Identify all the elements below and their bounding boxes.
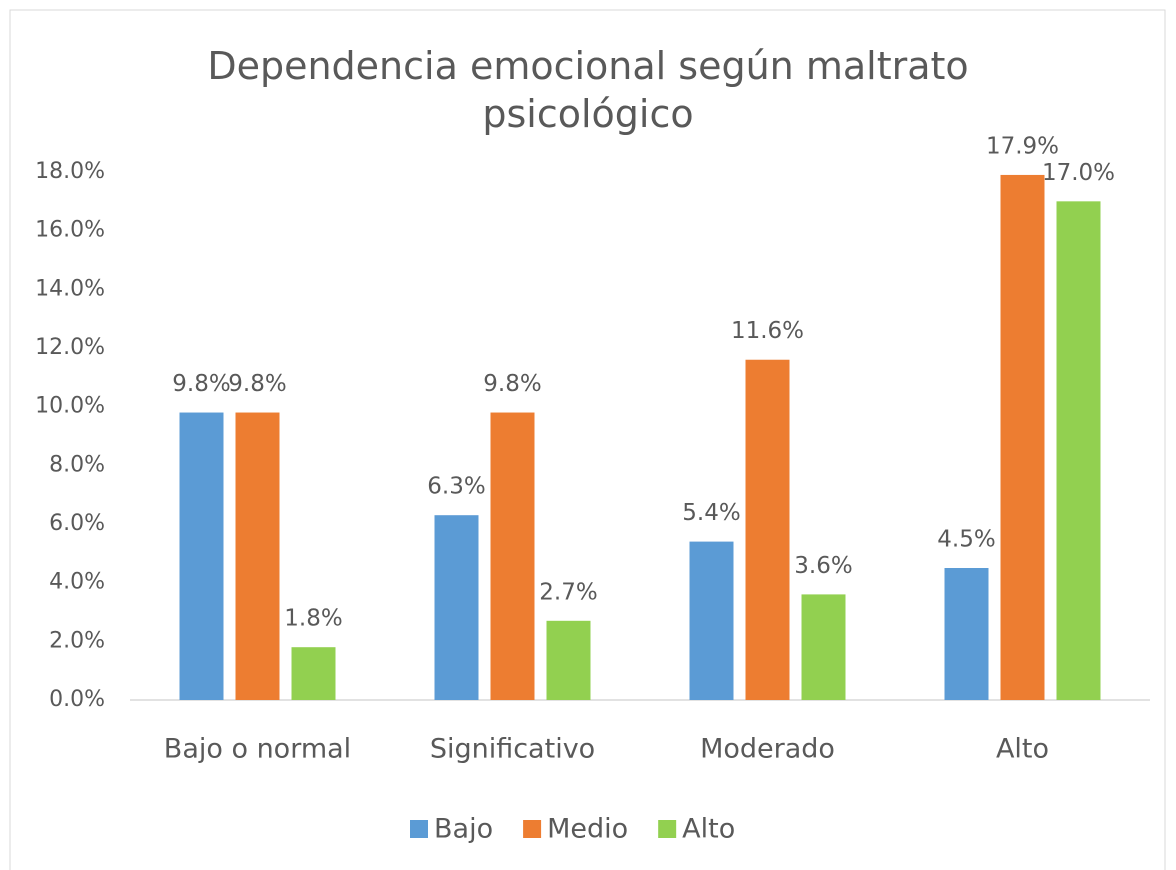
bar <box>291 647 336 700</box>
bar <box>801 594 846 700</box>
y-tick-label: 8.0% <box>49 452 105 477</box>
x-tick-label: Moderado <box>700 734 835 765</box>
y-tick-label: 16.0% <box>35 218 105 243</box>
y-tick-label: 4.0% <box>49 570 105 595</box>
bar <box>1056 201 1101 701</box>
bar <box>1000 174 1045 700</box>
legend-swatch <box>410 820 428 838</box>
data-label: 17.9% <box>986 133 1059 159</box>
data-label: 9.8% <box>228 371 286 397</box>
x-tick-label: Bajo o normal <box>164 734 351 765</box>
data-label: 4.5% <box>937 527 995 553</box>
data-label: 9.8% <box>172 371 230 397</box>
data-label: 1.8% <box>284 606 342 632</box>
y-tick-label: 2.0% <box>49 628 105 653</box>
data-label: 17.0% <box>1042 160 1115 186</box>
data-label: 9.8% <box>483 371 541 397</box>
legend-swatch <box>523 820 542 838</box>
bar <box>745 359 790 700</box>
bar <box>689 541 734 700</box>
bar <box>179 412 224 700</box>
legend-label: Alto <box>682 814 735 845</box>
data-label: 11.6% <box>731 318 804 344</box>
legend-label: Bajo <box>434 814 493 845</box>
y-tick-label: 14.0% <box>35 276 105 301</box>
y-tick-label: 10.0% <box>35 394 105 419</box>
bar <box>490 412 535 700</box>
data-label: 3.6% <box>794 553 852 579</box>
y-tick-label: 18.0% <box>35 159 105 184</box>
bar <box>434 515 479 700</box>
x-tick-label: Significativo <box>430 734 595 765</box>
data-label: 2.7% <box>539 579 597 605</box>
y-tick-label: 12.0% <box>35 335 105 360</box>
chart-title: Dependencia emocional según maltrato psic… <box>207 44 968 136</box>
x-tick-label: Alto <box>996 734 1049 765</box>
data-label: 5.4% <box>682 500 740 526</box>
legend-label: Medio <box>547 814 628 845</box>
y-tick-label: 6.0% <box>49 511 105 536</box>
data-label: 6.3% <box>427 474 485 500</box>
bar <box>235 412 280 700</box>
legend-swatch <box>658 820 677 838</box>
bar <box>944 568 989 700</box>
y-tick-label: 0.0% <box>49 687 105 712</box>
bar <box>546 620 591 700</box>
